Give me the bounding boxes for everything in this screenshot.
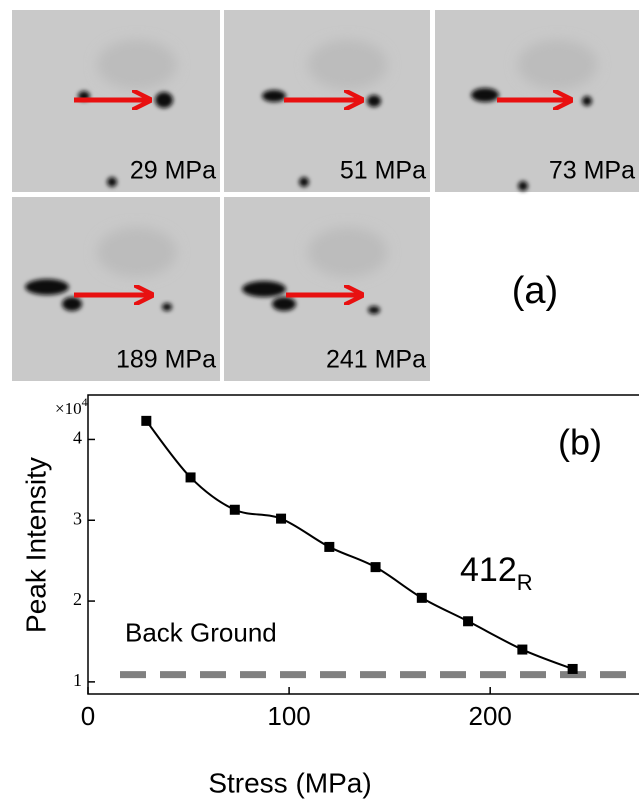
annotation-text: 412 [460, 551, 517, 589]
texture [307, 39, 388, 90]
x-tick-label: 0 [81, 701, 95, 731]
image-label: 29 MPa [130, 157, 216, 185]
spot [62, 297, 82, 311]
data-point [416, 592, 427, 603]
spot [162, 303, 172, 311]
y-multiplier: ×104 [55, 395, 88, 418]
image-label: 51 MPa [340, 157, 426, 185]
y-tick-label: 2 [73, 589, 82, 609]
texture [96, 227, 177, 278]
chart: 0 100 200 1 2 3 4 Stress (MPa) Peak Intensity ×10… [20, 394, 639, 798]
baseline-label: Back Ground [125, 617, 277, 647]
image-tile: 29 MPa [12, 10, 220, 192]
data-point [517, 644, 528, 655]
image-label: 241 MPa [326, 346, 426, 374]
spot [107, 177, 117, 187]
spot [368, 306, 380, 314]
image-tile: 189 MPa [12, 197, 220, 381]
multiplier-exponent: 4 [82, 395, 88, 409]
texture [517, 39, 598, 90]
multiplier-base: ×10 [55, 399, 82, 418]
texture [307, 227, 388, 278]
y-tick-label: 4 [73, 428, 82, 448]
data-point [276, 513, 287, 524]
spot [272, 297, 296, 311]
series-line [145, 420, 573, 670]
x-tick-label: 200 [468, 701, 511, 731]
image-panel: 29 MPa 51 MPa 73 MPa 189 MPa 241 MPa [12, 10, 639, 381]
data-point [370, 562, 381, 573]
data-point [229, 504, 240, 515]
spot [471, 88, 499, 102]
spot [25, 279, 69, 295]
panel-label: (b) [558, 422, 602, 463]
annotation-subscript: R [517, 570, 533, 595]
axis-frame [87, 394, 639, 695]
image-label: 189 MPa [116, 346, 216, 374]
spot [299, 177, 309, 187]
data-point [324, 541, 335, 552]
image-tile: 241 MPa [224, 197, 430, 381]
image-label: 73 MPa [549, 157, 635, 185]
x-tick-label: 100 [267, 701, 310, 731]
data-point [567, 663, 578, 674]
x-axis-label: Stress (MPa) [208, 767, 371, 798]
spot [262, 90, 286, 102]
annotation: 412R [460, 551, 533, 595]
data-point [185, 472, 196, 483]
spot [582, 96, 592, 106]
spot [367, 95, 381, 107]
panel-label: (a) [512, 270, 558, 312]
data-point [141, 415, 152, 426]
texture [96, 39, 177, 90]
spot [518, 181, 528, 191]
y-tick-label: 1 [73, 670, 82, 690]
spot [242, 281, 286, 297]
spot [155, 92, 173, 108]
y-axis-label: Peak Intensity [20, 457, 51, 633]
image-tile: 51 MPa [224, 10, 430, 192]
image-tile: 73 MPa [435, 10, 639, 192]
y-tick-label: 3 [73, 508, 82, 528]
data-point [463, 616, 474, 627]
